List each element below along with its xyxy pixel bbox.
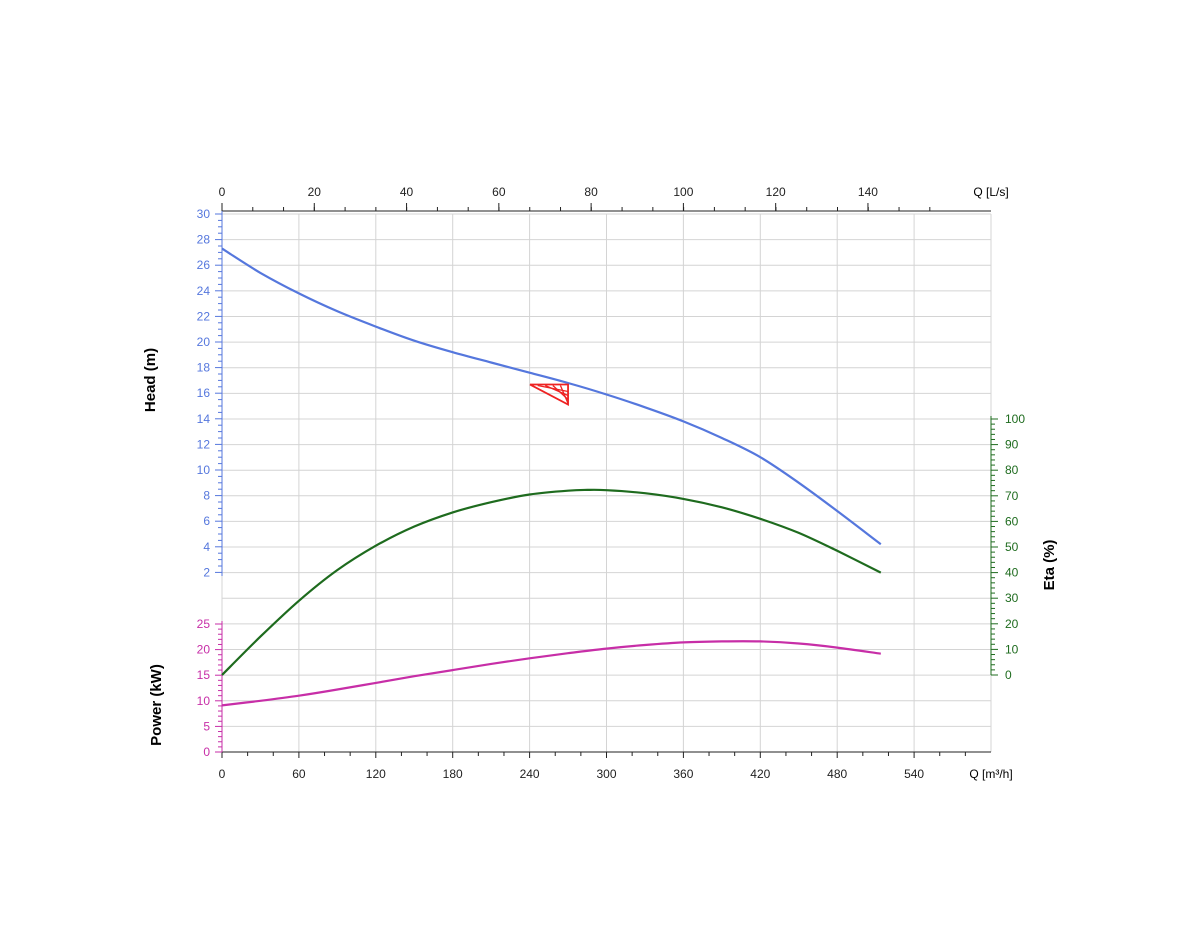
x-top-tick-label: 100	[673, 185, 693, 199]
x-bottom-tick-label: 540	[904, 767, 924, 781]
eta-axis-title: Eta (%)	[1041, 540, 1058, 591]
head-tick-label: 24	[197, 284, 211, 298]
x-top-tick-label: 20	[308, 185, 322, 199]
power-tick-label: 10	[197, 694, 211, 708]
eta-tick-label: 70	[1005, 489, 1019, 503]
duty-point	[529, 383, 569, 407]
x-top-tick-label: 40	[400, 185, 414, 199]
power-tick-label: 15	[197, 668, 211, 682]
duty-point-hatch	[559, 385, 569, 404]
power-tick-label: 20	[197, 643, 211, 657]
x-bottom-tick-label: 360	[673, 767, 693, 781]
head-tick-label: 6	[203, 514, 210, 528]
q-bottom-unit: Q [m³/h]	[969, 767, 1012, 781]
head-tick-label: 10	[197, 463, 211, 477]
grid	[221, 213, 992, 753]
head-tick-label: 14	[197, 412, 211, 426]
eta-tick-label: 10	[1005, 642, 1019, 656]
x-top-tick-label: 0	[219, 185, 226, 199]
x-top-tick-label: 120	[766, 185, 786, 199]
x-bottom-tick-label: 480	[827, 767, 847, 781]
head-tick-label: 26	[197, 258, 211, 272]
head-curve	[221, 247, 882, 546]
eta-tick-label: 30	[1005, 591, 1019, 605]
power-tick-label: 25	[197, 617, 211, 631]
x-bottom-tick-label: 180	[443, 767, 463, 781]
x-bottom-tick-label: 240	[520, 767, 540, 781]
x-bottom-tick-label: 60	[292, 767, 306, 781]
eta-tick-label: 50	[1005, 540, 1019, 554]
head-tick-label: 20	[197, 335, 211, 349]
head-tick-label: 18	[197, 361, 211, 375]
x-bottom-tick-label: 120	[366, 767, 386, 781]
power-tick-label: 0	[203, 745, 210, 759]
head-axis-title: Head (m)	[142, 348, 159, 412]
x-top-tick-label: 80	[584, 185, 598, 199]
head-tick-label: 8	[203, 489, 210, 503]
x-bottom-tick-label: 300	[596, 767, 616, 781]
power-curve	[221, 640, 881, 707]
duty-point-triangle	[529, 383, 569, 407]
head-tick-label: 30	[197, 207, 211, 221]
eta-tick-label: 80	[1005, 463, 1019, 477]
x-bottom-tick-label: 0	[219, 767, 226, 781]
eta-curve	[221, 488, 882, 676]
head-tick-label: 12	[197, 437, 211, 451]
head-tick-label: 28	[197, 233, 211, 247]
head-tick-label: 2	[203, 565, 210, 579]
eta-tick-label: 40	[1005, 566, 1019, 580]
head-tick-label: 16	[197, 386, 211, 400]
x-top-tick-label: 60	[492, 185, 506, 199]
q-top-unit: Q [L/s]	[973, 185, 1008, 199]
power-axis-title: Power (kW)	[148, 664, 165, 746]
eta-tick-label: 20	[1005, 617, 1019, 631]
eta-tick-label: 100	[1005, 412, 1025, 426]
head-tick-label: 4	[203, 540, 210, 554]
eta-tick-label: 0	[1005, 668, 1012, 682]
x-bottom-tick-label: 420	[750, 767, 770, 781]
power-tick-label: 5	[203, 719, 210, 733]
eta-tick-label: 60	[1005, 514, 1019, 528]
eta-tick-label: 90	[1005, 438, 1019, 452]
curves	[221, 247, 882, 707]
head-tick-label: 22	[197, 309, 211, 323]
x-top-tick-label: 140	[858, 185, 878, 199]
